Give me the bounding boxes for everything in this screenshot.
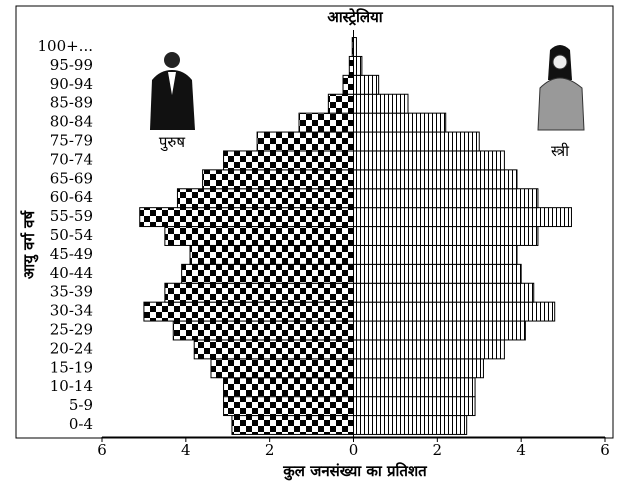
bar bbox=[224, 397, 354, 416]
y-tick-label: 50-54 bbox=[50, 226, 93, 244]
bar bbox=[354, 94, 408, 113]
bar bbox=[354, 416, 467, 435]
bar bbox=[165, 227, 354, 246]
y-tick-label: 20-24 bbox=[50, 339, 93, 357]
x-tick-label: 6 bbox=[600, 441, 610, 459]
bar bbox=[354, 302, 555, 321]
y-tick-label: 70-74 bbox=[50, 150, 93, 168]
bar bbox=[354, 283, 534, 302]
bar bbox=[354, 321, 526, 340]
legend-label: पुरुष bbox=[159, 133, 185, 152]
bar bbox=[343, 75, 353, 94]
bar bbox=[354, 378, 476, 397]
bar bbox=[165, 283, 354, 302]
y-tick-label: 60-64 bbox=[50, 188, 93, 206]
bar bbox=[211, 359, 354, 378]
bar bbox=[354, 189, 538, 208]
chart-title: आस्ट्रेलिया bbox=[327, 8, 383, 26]
bar bbox=[354, 340, 505, 359]
bar bbox=[144, 302, 354, 321]
y-tick-label: 95-99 bbox=[50, 56, 93, 74]
x-tick-label: 2 bbox=[433, 441, 443, 459]
y-tick-label: 100+... bbox=[37, 37, 93, 55]
y-tick-label: 45-49 bbox=[50, 245, 93, 263]
bar bbox=[354, 227, 538, 246]
y-tick-label: 90-94 bbox=[50, 75, 93, 93]
bar bbox=[232, 416, 354, 435]
bar bbox=[224, 151, 354, 170]
y-tick-label: 80-84 bbox=[50, 113, 93, 131]
bar bbox=[354, 359, 484, 378]
bar bbox=[354, 397, 476, 416]
bar bbox=[354, 170, 517, 189]
bar bbox=[224, 378, 354, 397]
bar bbox=[349, 56, 353, 75]
bar bbox=[354, 56, 362, 75]
female-icon bbox=[538, 45, 584, 130]
y-tick-label: 65-69 bbox=[50, 169, 93, 187]
bar bbox=[354, 113, 446, 132]
bar bbox=[354, 245, 517, 264]
y-tick-label: 25-29 bbox=[50, 321, 93, 339]
y-tick-label: 15-19 bbox=[50, 358, 93, 376]
y-tick-label: 40-44 bbox=[50, 264, 93, 282]
male-icon bbox=[150, 52, 195, 130]
x-tick-label: 4 bbox=[516, 441, 526, 459]
bar bbox=[299, 113, 353, 132]
y-tick-label: 55-59 bbox=[50, 207, 93, 225]
bar bbox=[173, 321, 353, 340]
y-tick-label: 0-4 bbox=[69, 415, 93, 433]
x-tick-label: 0 bbox=[349, 441, 359, 459]
bar bbox=[194, 340, 353, 359]
bar bbox=[190, 245, 353, 264]
bar bbox=[203, 170, 354, 189]
y-tick-label: 75-79 bbox=[50, 132, 93, 150]
bar bbox=[354, 208, 572, 227]
x-tick-label: 2 bbox=[265, 441, 275, 459]
bar bbox=[182, 264, 354, 283]
y-tick-label: 10-14 bbox=[50, 377, 93, 395]
bar bbox=[328, 94, 353, 113]
chart: आस्ट्रेलिया कुल जनसंख्या का प्रतिशत आयु … bbox=[0, 0, 633, 486]
x-tick-label: 4 bbox=[181, 441, 191, 459]
bar bbox=[177, 189, 353, 208]
bar bbox=[257, 132, 353, 151]
bar bbox=[354, 151, 505, 170]
bar bbox=[140, 208, 354, 227]
y-tick-label: 85-89 bbox=[50, 94, 93, 112]
x-axis-label: कुल जनसंख्या का प्रतिशत bbox=[282, 462, 428, 481]
x-tick-label: 6 bbox=[97, 441, 107, 459]
y-tick-label: 30-34 bbox=[50, 302, 93, 320]
legend-label: स्त्री bbox=[551, 142, 570, 160]
bar bbox=[354, 264, 522, 283]
y-tick-label: 35-39 bbox=[50, 283, 93, 301]
y-tick-label: 5-9 bbox=[69, 396, 93, 414]
bar bbox=[354, 132, 480, 151]
bar bbox=[354, 75, 379, 94]
y-axis-label: आयु वर्ग वर्ष bbox=[20, 210, 39, 280]
